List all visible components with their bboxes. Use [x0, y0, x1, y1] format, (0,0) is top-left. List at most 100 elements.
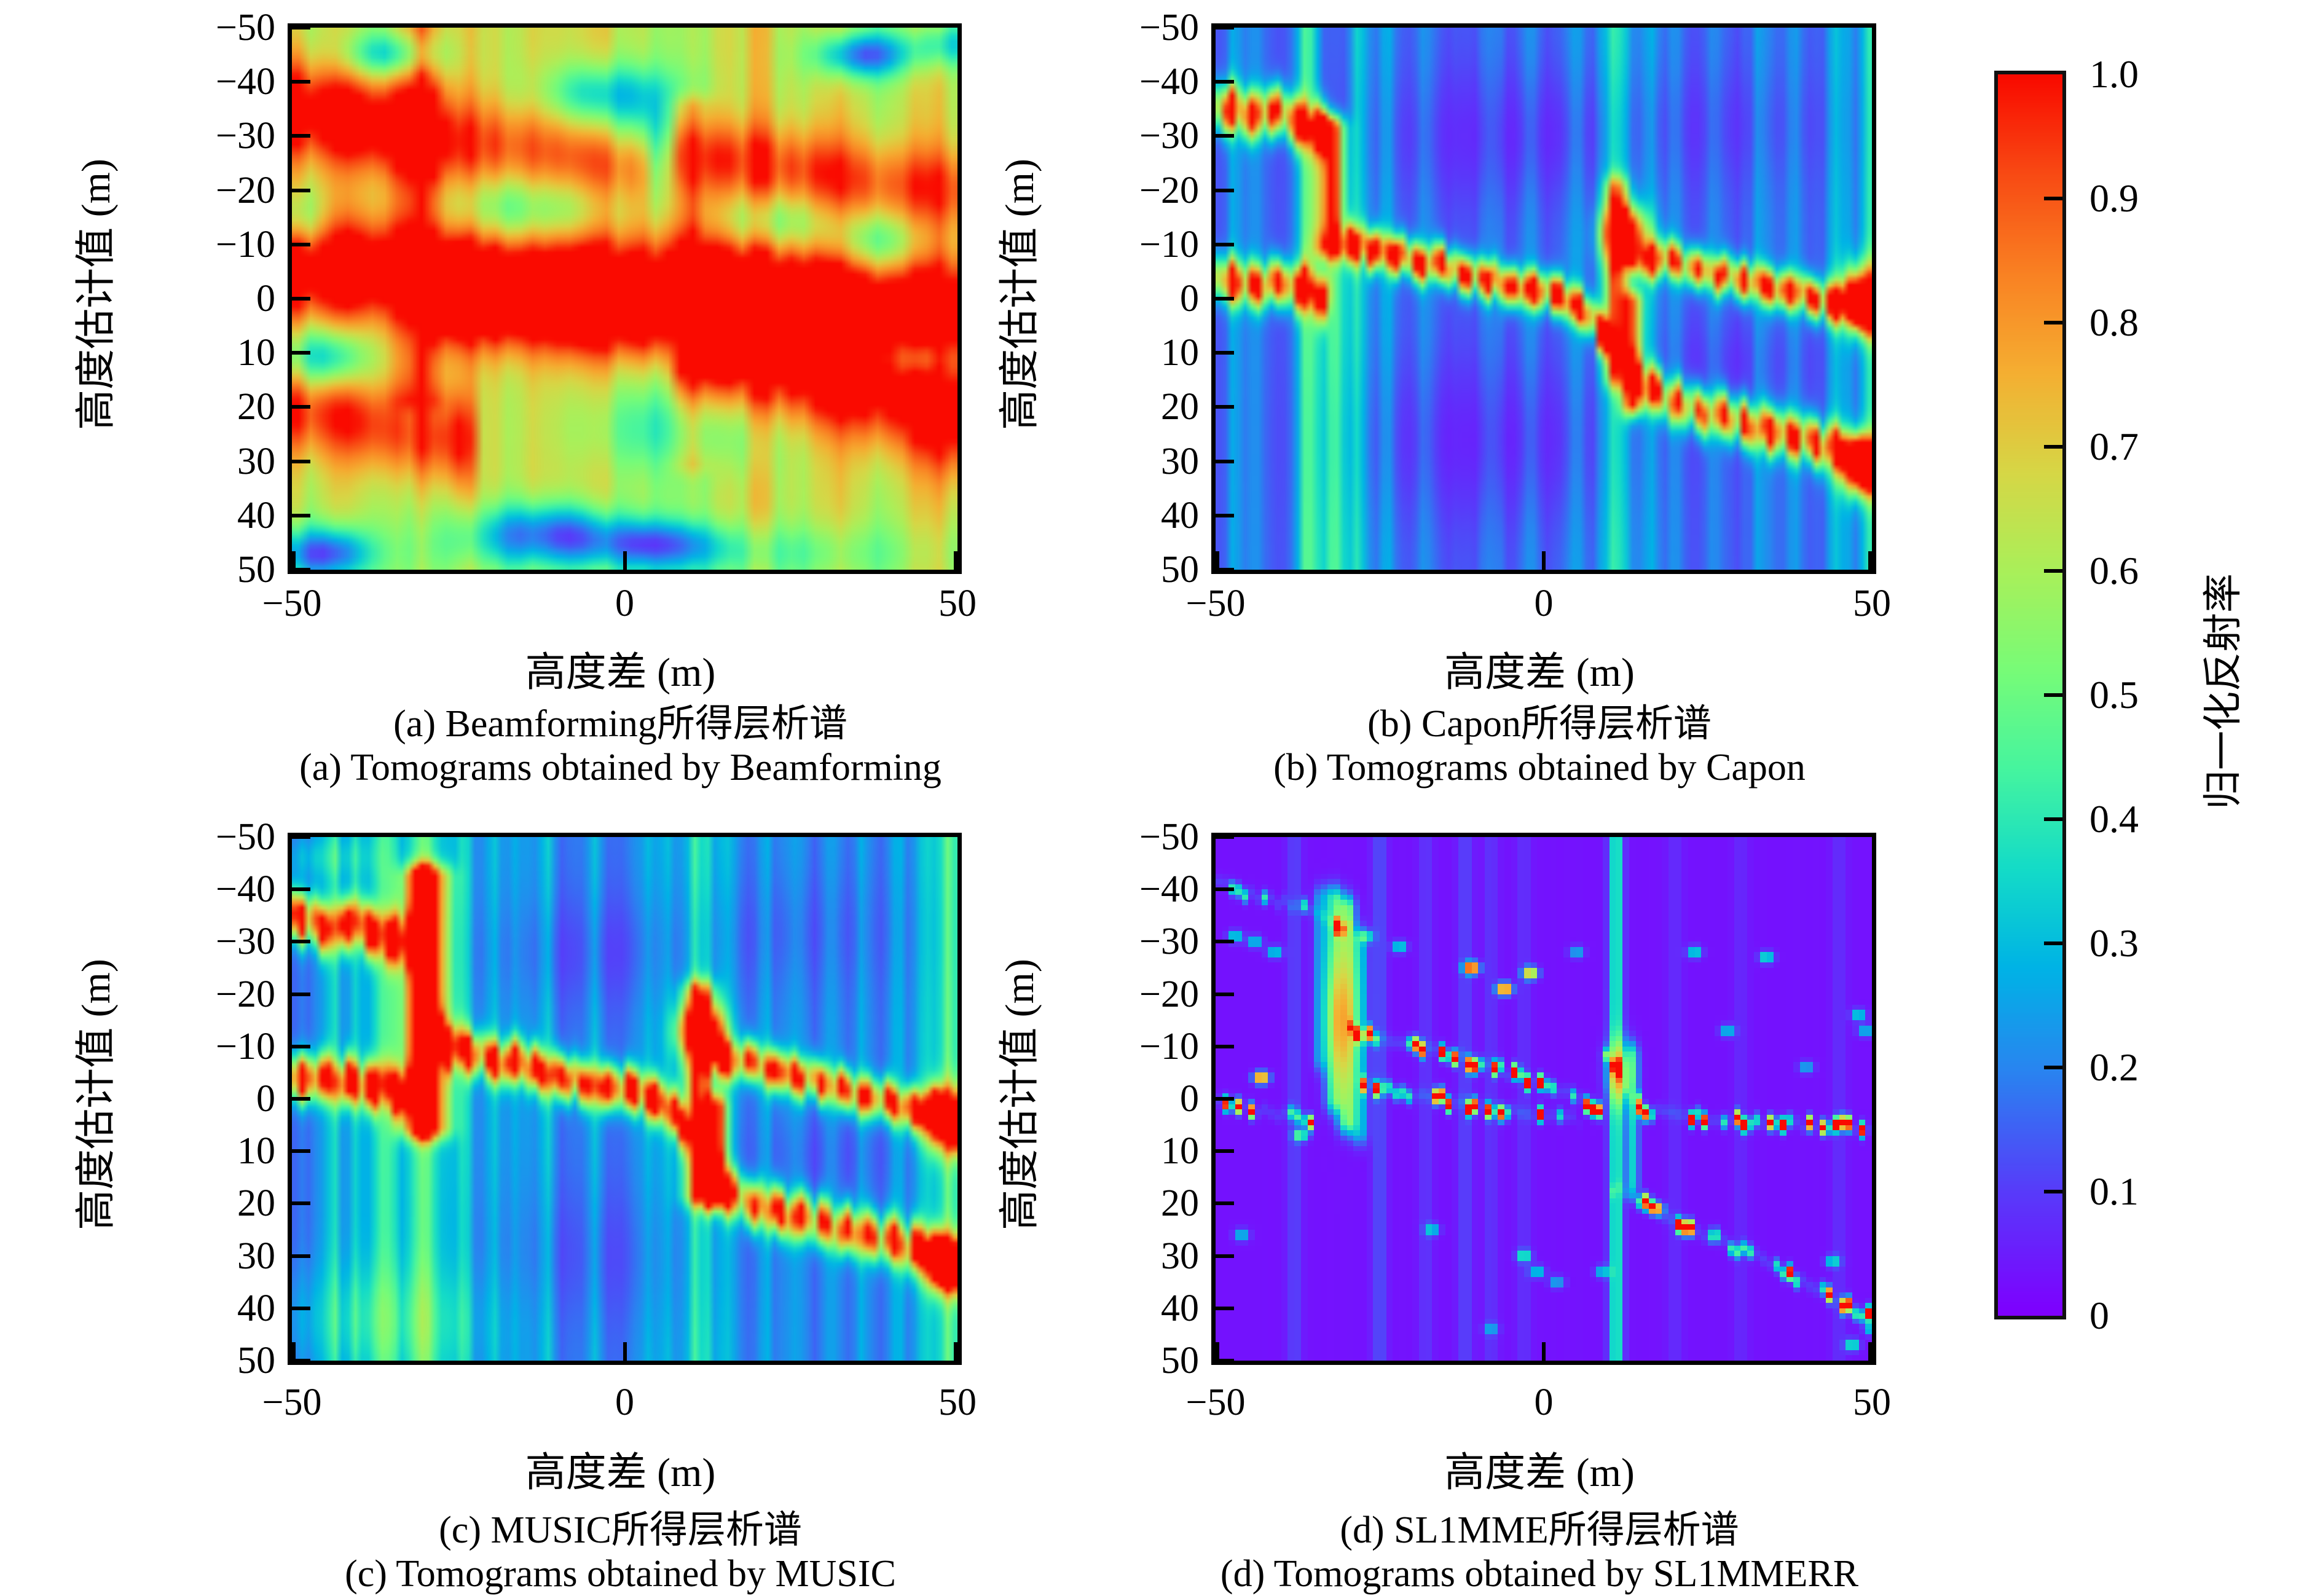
- y-tick-label: 40: [1161, 1287, 1199, 1329]
- y-tick-label: 40: [1161, 494, 1199, 537]
- y-tick-label: 10: [237, 1130, 275, 1173]
- y-tick-label: 0: [1180, 1078, 1199, 1120]
- y-tick-label: 30: [237, 440, 275, 482]
- caption-zh-capon: (b) Capon所得层析谱: [1367, 703, 1712, 745]
- y-tick-mark: [292, 513, 310, 517]
- y-tick-mark: [1216, 992, 1234, 996]
- heatmap-capon: [1216, 28, 1872, 570]
- y-tick-label: 10: [1161, 332, 1199, 374]
- y-tick-label: 20: [1161, 386, 1199, 428]
- y-tick-mark: [292, 1201, 310, 1206]
- y-tick-label: 10: [237, 332, 275, 374]
- y-tick-mark: [292, 887, 310, 892]
- x-tick-mark: [1868, 1342, 1872, 1361]
- x-tick-mark: [1542, 1342, 1546, 1361]
- y-tick-mark: [292, 459, 310, 463]
- caption-en-music: (c) Tomograms obtained by MUSIC: [345, 1553, 896, 1595]
- x-tick-label: 0: [615, 1382, 634, 1423]
- x-tick-label: 50: [1853, 583, 1891, 624]
- y-tick-label: −40: [216, 61, 275, 103]
- y-tick-label: −20: [1139, 169, 1199, 211]
- y-tick-mark: [1216, 459, 1234, 463]
- plot-area-capon: [1211, 23, 1876, 574]
- y-tick-mark: [292, 26, 310, 29]
- y-tick-mark: [292, 297, 310, 301]
- y-tick-label: −10: [216, 223, 275, 265]
- y-tick-mark: [1216, 1149, 1234, 1154]
- y-tick-mark: [292, 1044, 310, 1048]
- caption-zh-music: (c) MUSIC所得层析谱: [439, 1509, 802, 1551]
- y-tick-mark: [1216, 26, 1234, 29]
- colorbar-tick-label: 0.3: [2089, 921, 2139, 965]
- y-tick-label: 30: [1161, 440, 1199, 482]
- y-tick-mark: [1216, 297, 1234, 301]
- y-tick-mark: [292, 351, 310, 355]
- x-tick-label: −50: [262, 1382, 322, 1423]
- colorbar-axis-label: 归一化反射率: [2201, 573, 2245, 809]
- caption-en-beamforming: (a) Tomograms obtained by Beamforming: [299, 747, 941, 788]
- y-tick-label: −20: [216, 169, 275, 211]
- colorbar-tick-mark: [2044, 941, 2062, 945]
- y-tick-label: −20: [216, 973, 275, 1015]
- caption-en-capon: (b) Tomograms obtained by Capon: [1273, 747, 1806, 788]
- y-tick-mark: [1216, 1097, 1234, 1101]
- plot-area-music: [288, 833, 962, 1365]
- x-tick-mark: [292, 1342, 296, 1361]
- y-tick-label: −10: [1139, 223, 1199, 265]
- y-tick-mark: [1216, 1306, 1234, 1310]
- colorbar-tick-label: 0.2: [2089, 1045, 2139, 1089]
- colorbar-tick-mark: [2044, 197, 2062, 200]
- y-tick-label: −30: [1139, 921, 1199, 963]
- y-tick-label: −30: [216, 921, 275, 963]
- colorbar-tick-mark: [2044, 1066, 2062, 1069]
- y-tick-mark: [292, 1359, 310, 1362]
- y-tick-label: −40: [1139, 868, 1199, 911]
- y-tick-label: 20: [1161, 1182, 1199, 1225]
- caption-zh-sl1mme: (d) SL1MME所得层析谱: [1340, 1509, 1739, 1551]
- y-tick-label: −30: [216, 115, 275, 157]
- x-tick-label: −50: [262, 583, 322, 624]
- plot-area-beamforming: [288, 23, 962, 574]
- y-tick-mark: [292, 940, 310, 944]
- y-axis-label: 高度估计值 (m): [997, 959, 1042, 1230]
- colorbar-tick-label: 0.8: [2089, 301, 2139, 344]
- y-tick-mark: [292, 835, 310, 839]
- x-tick-mark: [954, 1342, 957, 1361]
- colorbar-tick-label: 0.7: [2089, 425, 2139, 468]
- colorbar-tick-label: 0.1: [2089, 1169, 2139, 1213]
- y-tick-mark: [292, 1149, 310, 1154]
- y-tick-mark: [1216, 887, 1234, 892]
- y-tick-label: −50: [216, 816, 275, 858]
- y-tick-mark: [1216, 1201, 1234, 1206]
- colorbar-tick-label: 0.5: [2089, 673, 2139, 717]
- x-tick-mark: [954, 551, 957, 570]
- y-tick-label: −10: [1139, 1025, 1199, 1067]
- heatmap-sl1mme: [1216, 837, 1872, 1361]
- x-axis-label: 高度差 (m): [1444, 1450, 1635, 1495]
- y-tick-mark: [292, 80, 310, 84]
- y-tick-label: −50: [216, 7, 275, 49]
- colorbar-tick-mark: [2044, 693, 2062, 697]
- y-tick-mark: [1216, 513, 1234, 517]
- y-tick-mark: [1216, 242, 1234, 246]
- x-tick-label: 0: [1534, 583, 1554, 624]
- y-tick-mark: [1216, 405, 1234, 409]
- y-tick-label: 20: [237, 1182, 275, 1225]
- x-tick-label: 0: [615, 583, 634, 624]
- y-tick-mark: [1216, 835, 1234, 839]
- y-tick-mark: [292, 405, 310, 409]
- x-tick-mark: [1542, 551, 1546, 570]
- x-tick-label: 0: [1534, 1382, 1554, 1423]
- colorbar-tick-mark: [2044, 321, 2062, 324]
- y-tick-label: 0: [1180, 278, 1199, 320]
- y-tick-label: −20: [1139, 973, 1199, 1015]
- y-tick-label: −40: [216, 868, 275, 911]
- y-tick-label: 10: [1161, 1130, 1199, 1173]
- x-tick-mark: [292, 551, 296, 570]
- colorbar: [1994, 71, 2066, 1319]
- x-tick-label: 50: [1853, 1382, 1891, 1423]
